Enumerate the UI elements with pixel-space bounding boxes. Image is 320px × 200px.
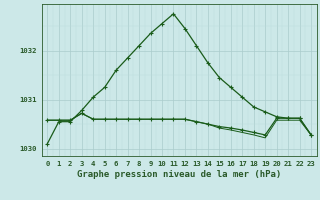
X-axis label: Graphe pression niveau de la mer (hPa): Graphe pression niveau de la mer (hPa) [77, 170, 281, 179]
